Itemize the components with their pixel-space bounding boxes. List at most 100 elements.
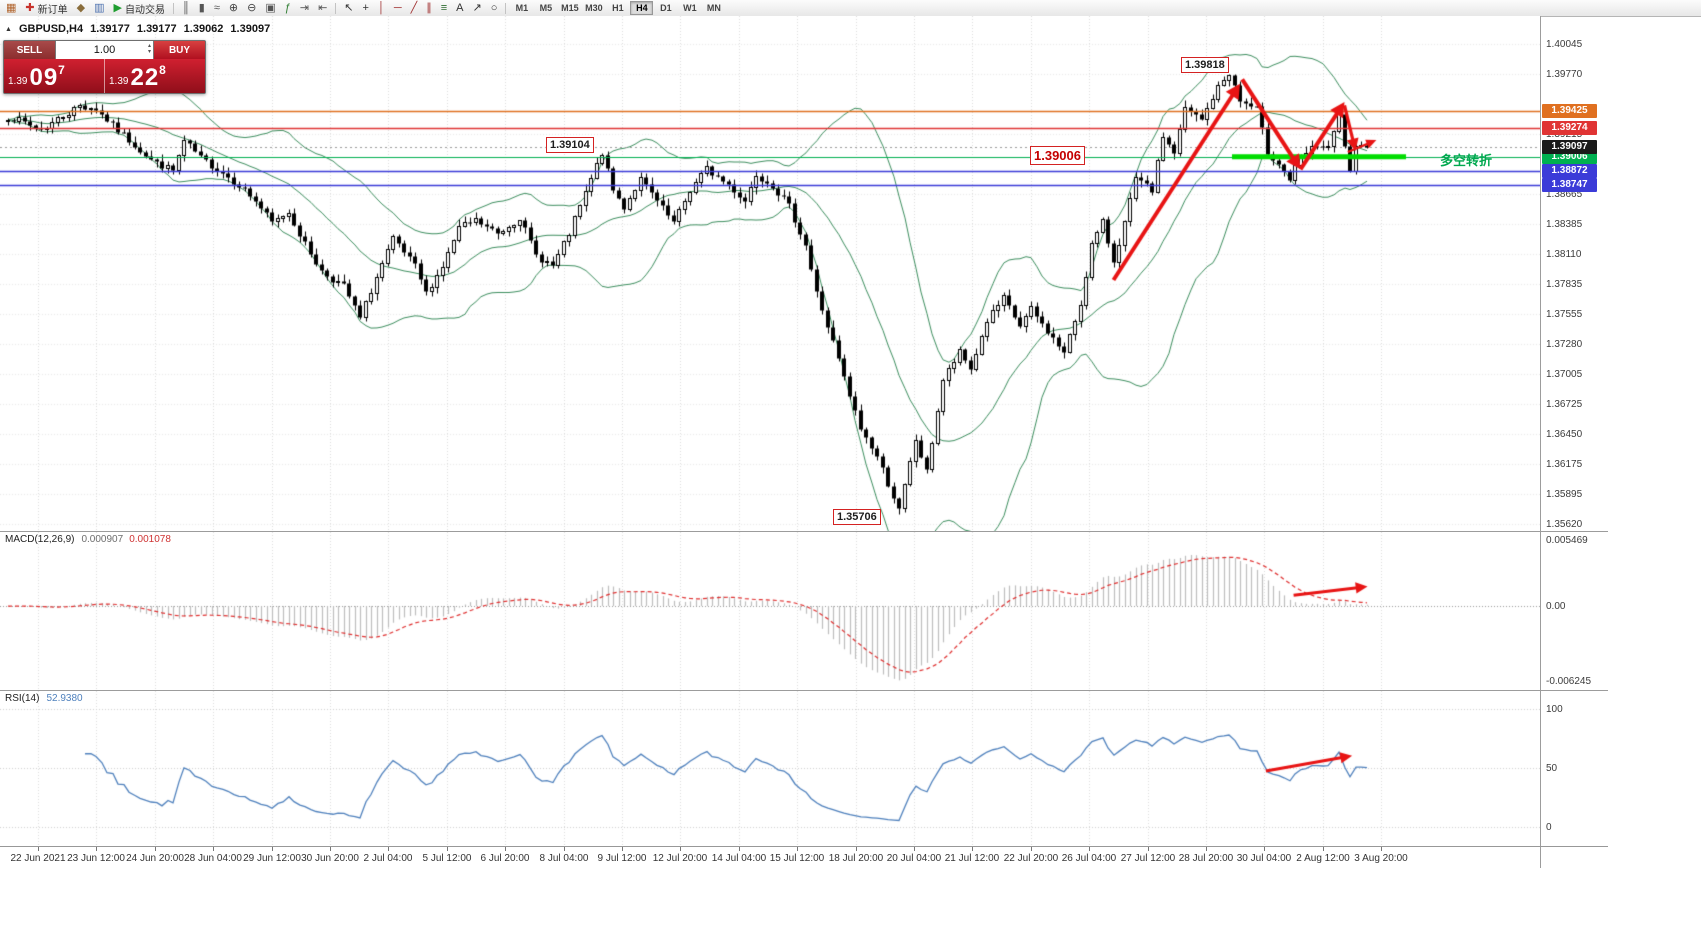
time-axis-tick xyxy=(1031,847,1032,851)
time-axis-label: 18 Jul 20:00 xyxy=(828,853,884,864)
chart-symbol: GBPUSD,H4 xyxy=(18,23,84,35)
indicators-button[interactable]: ƒ xyxy=(281,1,295,15)
time-axis-label: 8 Jul 04:00 xyxy=(539,853,589,864)
new-order-icon: ✚ xyxy=(25,1,35,14)
price-axis-label: 1.39770 xyxy=(1546,68,1583,80)
autotrading-button[interactable]: ▶ 自动交易 xyxy=(110,1,169,16)
macd-panel-canvas[interactable] xyxy=(0,532,1540,690)
price-axis-label: 1.36725 xyxy=(1546,399,1583,411)
channel-button[interactable]: ∥ xyxy=(422,1,436,15)
reversal-note-text[interactable]: 多空转折 xyxy=(1440,153,1493,168)
zoom-in-button[interactable]: ⊕ xyxy=(225,1,242,15)
new-chart-button[interactable]: ▦ xyxy=(2,1,20,15)
time-axis-tick xyxy=(272,847,273,851)
time-axis-label: 28 Jun 04:00 xyxy=(184,853,242,864)
rsi-value: 52.9380 xyxy=(46,693,83,704)
time-axis-label: 24 Jun 20:00 xyxy=(126,853,184,864)
price-axis-label: 1.38110 xyxy=(1546,248,1582,260)
rsi-panel-canvas[interactable] xyxy=(0,691,1540,845)
fibonacci-button[interactable]: ≡ xyxy=(437,1,451,15)
bar-chart-button[interactable]: ║ xyxy=(178,1,194,15)
time-axis[interactable]: 22 Jun 2021 23 Jun 12:00 24 Jun 20:00 28 Ju… xyxy=(0,846,1608,869)
timeframe-m1[interactable]: M1 xyxy=(510,1,533,15)
time-axis-tick xyxy=(155,847,156,851)
horizontal-line-button[interactable]: ─ xyxy=(390,1,406,15)
cursor-button[interactable]: ↖ xyxy=(340,1,357,15)
timeframe-w1[interactable]: W1 xyxy=(678,1,701,15)
price-axis-label: 1.37835 xyxy=(1546,278,1583,290)
price-annotation-label[interactable]: 1.39818 xyxy=(1181,57,1229,73)
price-axis-label: 1.36175 xyxy=(1546,458,1583,470)
tile-windows-button[interactable]: ▣ xyxy=(261,1,279,15)
shapes-tool-button[interactable]: ○ xyxy=(487,1,502,15)
indicators-icon: ƒ xyxy=(284,1,291,14)
time-axis-tick xyxy=(505,847,506,851)
rsi-header: RSI(14) 52.9380 xyxy=(5,693,83,704)
price-annotation-label[interactable]: 1.35706 xyxy=(833,509,881,525)
vertical-line-button[interactable]: │ xyxy=(374,1,389,15)
line-chart-button[interactable]: ≈ xyxy=(210,1,224,15)
trendline-button[interactable]: ╱ xyxy=(407,1,422,15)
new-order-button[interactable]: ✚ 新订单 xyxy=(21,1,71,16)
price-chart-canvas[interactable] xyxy=(0,16,1540,531)
timeframe-m15[interactable]: M15 xyxy=(558,1,581,15)
time-axis-label: 12 Jul 20:00 xyxy=(652,853,708,864)
one-click-collapse-icon[interactable]: ▲ xyxy=(5,25,12,33)
bid-big-digits: 09 xyxy=(29,64,59,91)
auto-scroll-button[interactable]: ⇥ xyxy=(296,1,313,15)
price-annotation-label[interactable]: 1.39006 xyxy=(1030,146,1085,165)
toolbar-separator xyxy=(335,2,337,14)
crosshair-button[interactable]: + xyxy=(359,1,373,15)
chart-title: ▲ GBPUSD,H4 1.39177 1.39177 1.39062 1.39… xyxy=(5,23,270,35)
price-annotation-label[interactable]: 1.39104 xyxy=(546,137,594,153)
time-axis-tick xyxy=(1264,847,1265,851)
chart-shift-button[interactable]: ⇤ xyxy=(314,1,331,15)
timeframe-mn[interactable]: MN xyxy=(702,1,725,15)
time-axis-label: 14 Jul 04:00 xyxy=(711,853,767,864)
sell-button[interactable]: SELL xyxy=(4,41,55,59)
volume-field[interactable]: 1.00 ▴ ▾ xyxy=(55,41,154,59)
time-axis-tick xyxy=(447,847,448,851)
timeframe-m30[interactable]: M30 xyxy=(582,1,605,15)
auto-scroll-icon: ⇥ xyxy=(299,1,310,14)
price-axis[interactable]: 1.400451.397701.392151.386651.383851.381… xyxy=(1541,0,1609,939)
volume-value: 1.00 xyxy=(93,44,116,56)
arrows-tool-button[interactable]: ↗ xyxy=(469,1,486,15)
timeframe-h4[interactable]: H4 xyxy=(630,1,654,15)
text-tool-button[interactable]: A xyxy=(452,1,467,15)
time-axis-label: 27 Jul 12:00 xyxy=(1120,853,1176,864)
price-axis-label: 1.35620 xyxy=(1546,519,1583,531)
ask-price-button[interactable]: 1.39 22 8 xyxy=(105,59,205,93)
time-axis-label: 5 Jul 12:00 xyxy=(422,853,472,864)
buy-button[interactable]: BUY xyxy=(154,41,205,59)
price-axis-label: 1.35895 xyxy=(1546,489,1583,501)
time-axis-tick xyxy=(622,847,623,851)
candlestick-chart-button[interactable]: ▮ xyxy=(195,1,209,15)
profiles-button[interactable]: ◆ xyxy=(73,1,89,15)
time-axis-label: 28 Jul 20:00 xyxy=(1178,853,1234,864)
spinner-down-icon[interactable]: ▾ xyxy=(147,49,151,55)
price-axis-badge: 1.39097 xyxy=(1542,139,1597,154)
time-axis-tick xyxy=(680,847,681,851)
macd-value-1: 0.000907 xyxy=(81,534,124,545)
panel-separator[interactable] xyxy=(0,690,1608,691)
candlestick-chart-icon: ▮ xyxy=(198,1,205,14)
timeframe-m5[interactable]: M5 xyxy=(534,1,557,15)
panel-separator[interactable] xyxy=(0,531,1608,532)
time-axis-label: 22 Jun 2021 xyxy=(10,853,66,864)
bid-pip-digit: 7 xyxy=(58,63,65,77)
time-axis-label: 26 Jul 04:00 xyxy=(1061,853,1117,864)
zoom-out-button[interactable]: ⊖ xyxy=(243,1,260,15)
time-axis-label: 2 Aug 12:00 xyxy=(1296,853,1350,864)
volume-spinner[interactable]: ▴ ▾ xyxy=(148,43,151,55)
timeframe-h1[interactable]: H1 xyxy=(606,1,629,15)
timeframe-d1[interactable]: D1 xyxy=(654,1,677,15)
spinner-up-icon[interactable]: ▴ xyxy=(147,43,151,49)
time-axis-tick xyxy=(1381,847,1382,851)
shapes-tool-icon: ○ xyxy=(490,1,498,14)
charts-window-button[interactable]: ▥ xyxy=(90,1,108,15)
toolbar-separator xyxy=(505,2,507,14)
bid-price-button[interactable]: 1.39 09 7 xyxy=(4,59,105,93)
